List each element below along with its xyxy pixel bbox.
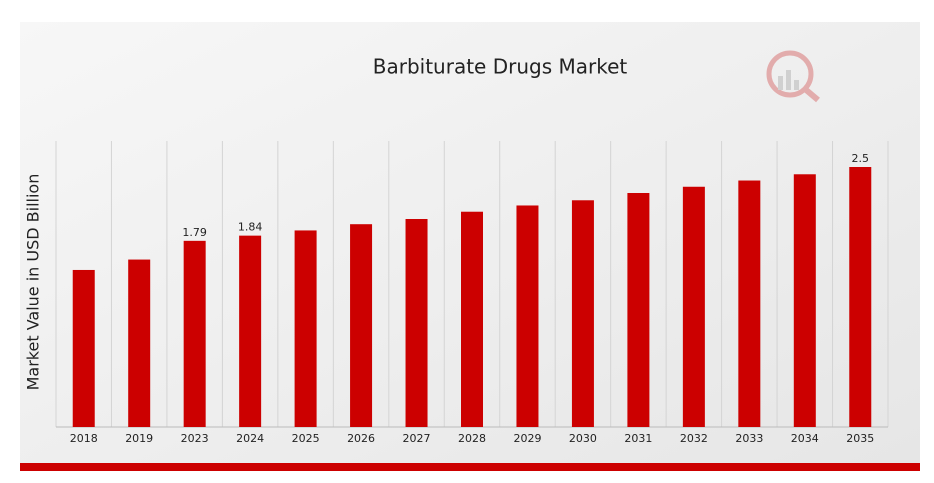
bar [793, 174, 816, 427]
bar [72, 269, 95, 427]
x-tick-label: 2032 [680, 432, 708, 445]
footer-bar [20, 463, 920, 471]
bar [682, 186, 705, 427]
x-tick-label: 2033 [735, 432, 763, 445]
x-tick-label: 2025 [292, 432, 320, 445]
x-tick-label: 2031 [624, 432, 652, 445]
x-tick-label: 2027 [403, 432, 431, 445]
y-axis-label: Market Value in USD Billion [24, 174, 43, 391]
x-tick-label: 2029 [513, 432, 541, 445]
bar [128, 259, 151, 427]
bar [183, 240, 206, 427]
bar [627, 193, 650, 427]
bar [849, 167, 872, 427]
bar [294, 230, 317, 427]
chart-title: Barbiturate Drugs Market [373, 55, 628, 79]
x-tick-label: 2028 [458, 432, 486, 445]
x-tick-label: 2024 [236, 432, 264, 445]
value-label: 1.84 [238, 221, 263, 234]
bar [350, 224, 373, 427]
bar [516, 205, 539, 427]
bar [571, 200, 594, 427]
x-tick-label: 2030 [569, 432, 597, 445]
x-tick-label: 2034 [791, 432, 819, 445]
bar [239, 235, 262, 427]
x-tick-label: 2018 [70, 432, 98, 445]
bar [738, 180, 761, 427]
bar [461, 211, 483, 427]
x-tick-label: 2023 [181, 432, 209, 445]
x-tick-label: 2019 [125, 432, 153, 445]
bar [405, 219, 428, 427]
value-label: 1.79 [182, 226, 207, 239]
value-label: 2.5 [852, 152, 870, 165]
x-tick-label: 2035 [846, 432, 874, 445]
logo [766, 50, 820, 103]
x-tick-label: 2026 [347, 432, 375, 445]
